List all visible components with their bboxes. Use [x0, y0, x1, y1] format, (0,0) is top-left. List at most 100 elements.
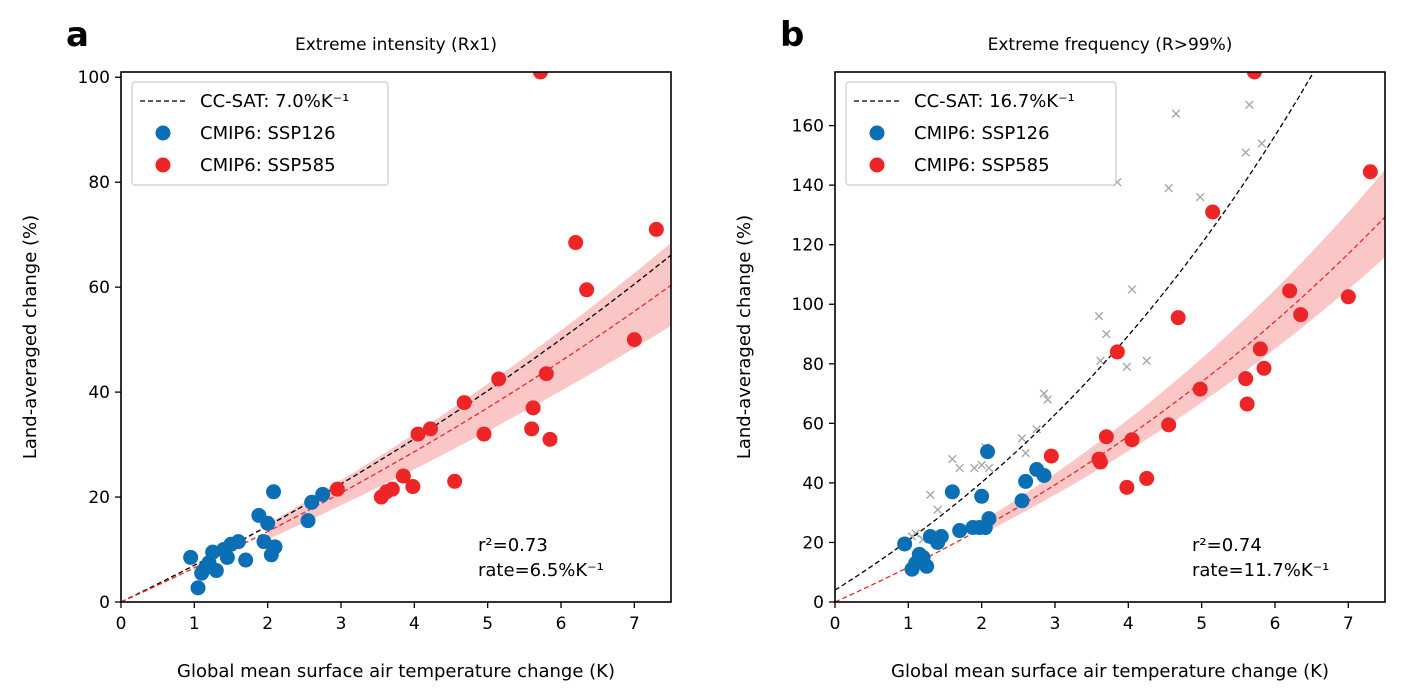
panel-a-ssp585-point	[542, 431, 558, 447]
panel-b-ssp585-point	[1246, 72, 1262, 80]
panel-b-cross-marker	[911, 529, 920, 538]
panel-letter-b: b	[780, 15, 804, 55]
panel-b-ssp126-point	[952, 523, 968, 539]
panel-b-ssp585-point	[1238, 371, 1254, 387]
panel-a-ssp126-point	[304, 494, 320, 510]
panel-a-ssp585-point	[447, 473, 463, 489]
panel-a-ssp585-point	[525, 400, 541, 416]
panel-a-ssp126-point	[238, 552, 254, 568]
panel-b-xtick-label: 3	[1050, 614, 1061, 634]
panel-b-legend-frame	[845, 81, 1117, 186]
panel-b-ytick-label: 80	[802, 355, 824, 375]
panel-a-ylabel: Land-averaged change (%)	[20, 215, 41, 459]
panel-a-cc-sat-line	[121, 254, 671, 602]
panel-a-ssp126-point	[208, 563, 224, 579]
panel-b-cross-marker	[984, 463, 994, 473]
panel-a-ssp585-point	[476, 426, 492, 442]
panel-b-cc-sat-line	[835, 72, 1315, 591]
panel-b-cross-marker	[1032, 425, 1041, 434]
panel-b-xtick-label: 7	[1343, 614, 1354, 634]
panel-a-legend: CC-SAT: 7.0%K⁻¹ CMIP6: SSP126 CMIP6: SSP…	[131, 81, 389, 186]
panel-b-cross-marker	[1043, 395, 1052, 404]
panel-a-ssp126-point	[266, 484, 282, 500]
panel-b-ssp585-point	[1109, 344, 1125, 360]
panel-a-xlabel: Global mean surface air temperature chan…	[177, 661, 615, 682]
panel-b-cross-marker	[955, 463, 964, 473]
panel-a-ssp585-point	[384, 481, 400, 497]
panel-a-ssp126-point	[315, 486, 331, 502]
panel-b-cross-marker	[970, 463, 979, 473]
panel-b-title: Extreme frequency (R>99%)	[988, 35, 1233, 55]
panel-b-ssp585-point	[1252, 341, 1268, 357]
panel-a-ssp585-point	[422, 421, 438, 437]
panel-a-xtick-label: 1	[189, 614, 200, 634]
panel-a-plot-area: 0 1 2 3 4 5 6 7 0 20 40 60 80 100	[78, 68, 672, 634]
panel-b-ssp126-point	[974, 488, 990, 504]
panel-b-ssp126-point	[981, 511, 997, 527]
panel-b-ssp585-point	[1161, 417, 1177, 433]
panel-b-clip-group	[835, 72, 1385, 602]
panel-b-ssp585-point	[1340, 289, 1356, 305]
panel-b-ssp126-point	[980, 444, 996, 460]
panel-a-ssp126-point	[190, 580, 206, 596]
panel-b-legend-ssp126-marker	[869, 125, 885, 141]
panel-b-cross-marker	[1094, 311, 1104, 321]
panel-b-xtick-label: 1	[903, 614, 914, 634]
panel-a-ssp126-point	[260, 515, 276, 531]
panel-a-legend-ssp126-marker	[155, 125, 171, 141]
panel-b-ssp585-point	[1098, 429, 1114, 445]
panel-a-ssp126-point	[230, 534, 246, 550]
panel-a-ytick-label: 20	[88, 488, 110, 508]
panel-a-ssp585-point	[579, 282, 595, 298]
panel-a-ytick-label: 0	[99, 593, 110, 613]
panel-b-cross-marker	[1171, 109, 1181, 118]
panel-b-ssp585-point	[1139, 470, 1155, 486]
panel-a: a Extreme intensity (Rx1) Global mean su…	[20, 15, 672, 682]
panel-a-ssp126-point	[183, 549, 199, 565]
panel-a-ssp585-point	[456, 395, 472, 411]
panel-b-plot-area: 0 1 2 3 4 5 6 7 0 20 40 60 80 100 120 140 160	[792, 71, 1386, 634]
panel-b-legend: CC-SAT: 16.7%K⁻¹ CMIP6: SSP126 CMIP6: SS…	[845, 81, 1117, 186]
panel-b-cross-marker	[1102, 329, 1111, 339]
panel-b-ytick-label: 40	[802, 474, 824, 494]
panel-b-cross-marker	[1142, 356, 1151, 366]
panel-a-legend-ssp126-label: CMIP6: SSP126	[200, 123, 336, 144]
panel-b-cross-marker	[933, 505, 942, 514]
panel-b-cross-marker	[1122, 362, 1132, 372]
panel-b-cross-marker	[1164, 183, 1173, 193]
panel-b-ylabel: Land-averaged change (%)	[734, 215, 755, 459]
panel-b-ssp585-point	[1256, 360, 1272, 376]
panel-a-ssp585-point	[410, 426, 426, 442]
panel-b-cross-marker	[977, 460, 986, 470]
panel-a-xtick-label: 0	[116, 614, 127, 634]
panel-b-cross-marker	[948, 454, 957, 464]
panel-a-r2: r²=0.73	[478, 535, 548, 556]
panel-b-ssp585-point	[1239, 396, 1255, 412]
panel-b-xtick-label: 0	[830, 614, 841, 634]
panel-b: b Extreme frequency (R>99%) Global mean …	[734, 15, 1386, 682]
panel-a-ssp585-point	[329, 481, 345, 497]
panel-b-ytick-label: 100	[792, 295, 824, 315]
panel-b-ssp585-point	[1092, 454, 1108, 470]
panel-b-fit-line	[835, 216, 1385, 602]
panel-b-xlabel: Global mean surface air temperature chan…	[891, 661, 1329, 682]
panel-b-ssp585-point	[1119, 479, 1135, 495]
panel-b-ssp585-point	[1192, 381, 1208, 397]
panel-a-ytick-label: 80	[88, 173, 110, 193]
panel-b-ytick-label: 120	[792, 236, 824, 256]
panel-b-cross-marker	[926, 490, 935, 500]
panel-a-legend-ssp585-label: CMIP6: SSP585	[200, 155, 336, 176]
panel-b-ssp126-point	[897, 536, 913, 552]
panel-b-ssp126-point	[1014, 493, 1030, 509]
panel-letter-a: a	[66, 15, 89, 55]
panel-a-xtick-label: 4	[409, 614, 420, 634]
panel-a-ssp585-point	[626, 332, 642, 348]
panel-a-legend-frame	[131, 81, 389, 186]
panel-b-ssp585-point	[1124, 432, 1140, 448]
panel-b-ytick-label: 140	[792, 176, 824, 196]
panel-a-ssp585-point	[395, 468, 411, 484]
panel-a-xtick-label: 7	[629, 614, 640, 634]
panel-b-ssp585-point	[1282, 283, 1298, 299]
panel-b-ssp585-point	[1170, 310, 1186, 326]
